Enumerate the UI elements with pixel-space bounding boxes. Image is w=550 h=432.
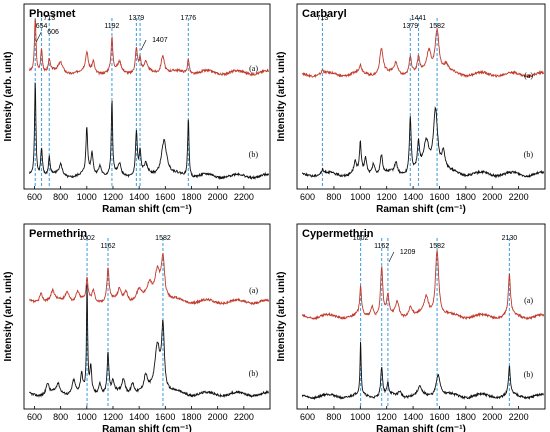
- x-tick-label: 800: [53, 412, 68, 422]
- peak-arrow: [140, 39, 147, 51]
- x-tick-label: 1200: [377, 192, 397, 202]
- x-tick-label: 2000: [482, 192, 502, 202]
- x-tick-label: 1000: [77, 412, 97, 422]
- x-tick-label: 800: [53, 192, 68, 202]
- x-tick-label: 2000: [482, 412, 502, 422]
- peak-label: 1379: [129, 15, 145, 22]
- peak-label: 713: [43, 15, 55, 22]
- spectrum-line-a: [301, 250, 545, 321]
- peak-label: 1407: [152, 37, 168, 44]
- x-tick-label: 1800: [181, 412, 201, 422]
- y-axis-title: Intensity (arb. unit): [276, 52, 287, 142]
- x-tick-label: 1000: [77, 192, 97, 202]
- y-axis-title: Intensity (arb. unit): [3, 52, 14, 142]
- x-tick-label: 2200: [509, 412, 529, 422]
- chart-panel-permethrin: (a) (b) 1002 1162 1582 Permethrin 600 800 1000 12…: [3, 223, 271, 432]
- y-axis-title: Intensity (arb. unit): [3, 272, 14, 362]
- panel-title: Permethrin: [29, 228, 87, 240]
- peak-label: 1209: [400, 249, 416, 256]
- spectrum-line-a: [28, 252, 270, 306]
- x-tick-label: 800: [326, 412, 341, 422]
- y-axis-title: Intensity (arb. unit): [276, 272, 287, 362]
- chart-panel-cypermethrin: (a) (b) 1002 1162 1209 1582 2130 Cypermethrin 60…: [276, 223, 546, 432]
- peak-label: 1192: [104, 23, 119, 30]
- spectrum-line-b: [28, 82, 270, 181]
- curve-label: (a): [249, 286, 258, 295]
- x-tick-label: 1600: [429, 192, 449, 202]
- x-tick-label: 1200: [103, 412, 123, 422]
- peak-label: 1162: [374, 243, 389, 250]
- peak-arrow: [388, 251, 395, 263]
- x-tick-label: 1400: [129, 192, 149, 202]
- peak-label: 1379: [403, 23, 419, 30]
- x-tick-label: 1600: [155, 192, 175, 202]
- peak-label: 606: [47, 29, 59, 36]
- x-tick-label: 1000: [350, 412, 370, 422]
- peak-label: 1162: [100, 243, 115, 250]
- peak-label: 2130: [502, 235, 518, 242]
- peak-label: 1002: [353, 235, 369, 242]
- peak-label: 1441: [411, 15, 427, 22]
- x-tick-label: 1600: [429, 412, 449, 422]
- x-axis-title: Raman shift (cm⁻¹): [102, 424, 192, 432]
- curve-label: (a): [524, 296, 533, 305]
- x-tick-label: 2200: [234, 192, 254, 202]
- curve-label: (b): [524, 370, 534, 379]
- x-tick-label: 1800: [456, 192, 476, 202]
- plot-frame: [23, 3, 271, 190]
- panel-title: Phosmet: [29, 8, 76, 20]
- x-tick-label: 2200: [234, 412, 254, 422]
- peak-label: 1582: [429, 243, 445, 250]
- x-tick-label: 800: [326, 192, 341, 202]
- spectrum-line-b: [301, 341, 544, 401]
- curve-label: (a): [249, 64, 258, 73]
- spectrum-line-a: [29, 19, 269, 77]
- x-tick-label: 2000: [208, 412, 228, 422]
- x-tick-label: 600: [27, 412, 42, 422]
- peak-label: 713: [317, 15, 329, 22]
- x-tick-label: 600: [27, 192, 42, 202]
- peak-label: 1582: [429, 23, 445, 30]
- panel-title: Carbaryl: [302, 8, 347, 20]
- spectrum-line-a: [301, 27, 545, 79]
- x-tick-label: 600: [300, 412, 315, 422]
- x-axis-title: Raman shift (cm⁻¹): [376, 204, 466, 215]
- spectrum-line-b: [301, 106, 545, 179]
- x-tick-label: 1200: [103, 192, 123, 202]
- peak-label: 1582: [155, 235, 171, 242]
- peak-label: 654: [36, 23, 48, 30]
- curve-label: (b): [524, 150, 534, 159]
- x-axis-title: Raman shift (cm⁻¹): [376, 424, 466, 432]
- peak-label: 1002: [79, 235, 95, 242]
- x-tick-label: 2000: [208, 192, 228, 202]
- curve-label: (b): [249, 150, 259, 159]
- curve-label: (b): [249, 369, 259, 378]
- x-tick-label: 2200: [509, 192, 529, 202]
- curve-label: (a): [524, 71, 533, 80]
- plot-frame: [23, 223, 271, 410]
- peak-label: 1776: [181, 15, 197, 22]
- x-axis-title: Raman shift (cm⁻¹): [102, 204, 192, 215]
- x-tick-label: 1800: [456, 412, 476, 422]
- x-tick-label: 1800: [181, 192, 201, 202]
- peak-arrow: [35, 31, 42, 43]
- x-tick-label: 1600: [155, 412, 175, 422]
- plot-frame: [296, 3, 546, 190]
- panel-title: Cypermethrin: [302, 228, 374, 240]
- x-tick-label: 1000: [350, 192, 370, 202]
- x-tick-label: 1400: [129, 412, 149, 422]
- x-tick-label: 600: [300, 192, 315, 202]
- plot-frame: [296, 223, 546, 410]
- x-tick-label: 1400: [403, 192, 423, 202]
- x-tick-label: 1400: [403, 412, 423, 422]
- x-tick-label: 1200: [377, 412, 397, 422]
- spectrum-line-b: [28, 284, 269, 399]
